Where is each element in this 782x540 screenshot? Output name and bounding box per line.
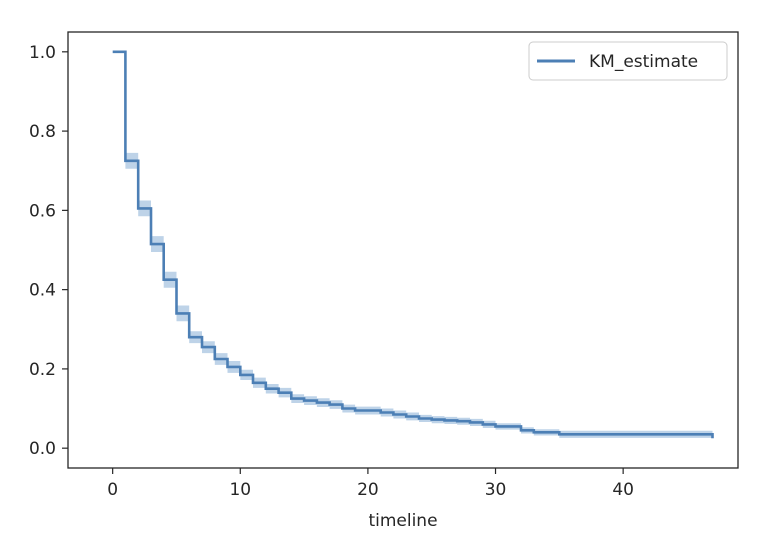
confidence-band-layer [112,51,713,445]
series-line-layer [112,50,714,439]
y-tick-label: 0.4 [29,281,56,301]
km-step-line [112,50,714,439]
x-tick-label: 0 [107,480,118,500]
x-tick-label: 40 [612,480,634,500]
y-tick-label: 0.2 [29,360,56,380]
legend-label: KM_estimate [589,52,698,72]
legend: KM_estimate [528,41,728,81]
y-axis: 0.0 0.2 0.4 0.6 0.8 1.0 [29,43,68,459]
x-axis-title: timeline [368,511,437,531]
x-tick-label: 20 [357,480,379,500]
y-tick-label: 0.8 [29,122,56,142]
plot-frame [67,31,739,469]
y-tick-label: 0.0 [29,439,56,459]
x-tick-label: 30 [485,480,507,500]
y-tick-label: 0.6 [29,201,56,221]
legend-box [528,41,728,81]
confidence-band [112,51,713,445]
y-tick-label: 1.0 [29,43,56,63]
x-tick-label: 10 [229,480,251,500]
x-axis: 0 10 20 30 40 [107,468,634,500]
